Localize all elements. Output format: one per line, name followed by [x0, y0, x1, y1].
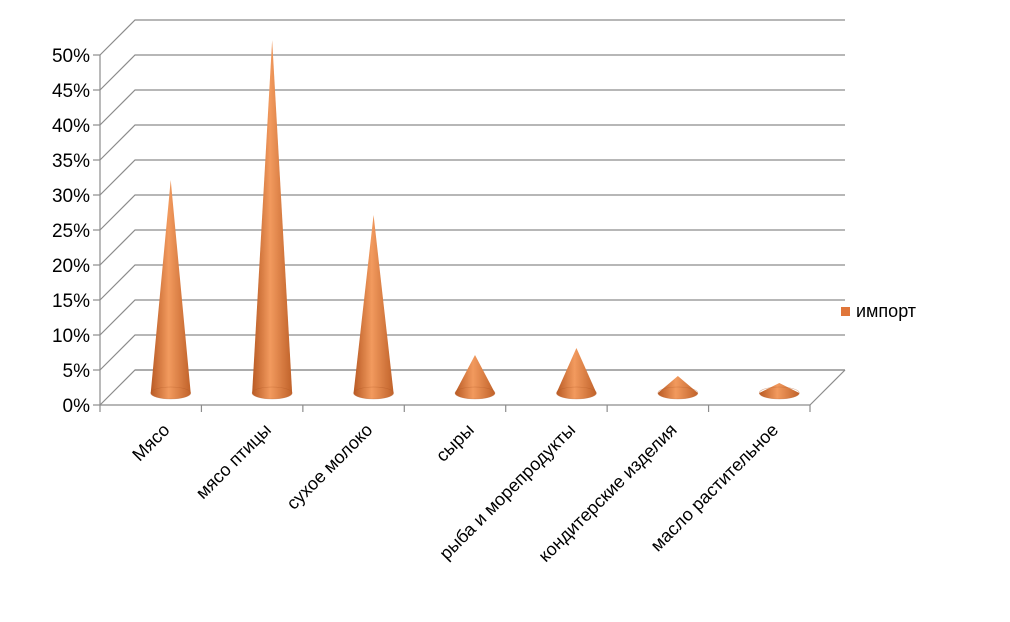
cone-3 [454, 355, 496, 400]
category-label: сухое молоко [283, 420, 377, 514]
cone-body [353, 215, 394, 399]
y-tick-label: 40% [52, 116, 90, 137]
gridline [99, 124, 845, 161]
cone-1 [251, 40, 293, 400]
gridline [99, 369, 845, 406]
y-tick-label: 30% [52, 186, 90, 207]
legend: импорт [841, 301, 916, 322]
gridline [99, 89, 845, 126]
cone-base [150, 386, 192, 400]
y-tick-label: 35% [52, 151, 90, 172]
y-tick-label: 5% [63, 361, 91, 382]
gridline [99, 264, 845, 301]
cone-base [758, 386, 800, 400]
cone-base [251, 386, 293, 400]
gridline [99, 54, 845, 91]
cone-base [657, 386, 699, 400]
legend-label: импорт [856, 301, 917, 321]
legend-swatch [841, 307, 850, 316]
y-tick-label: 15% [52, 291, 90, 312]
gridline [99, 194, 845, 231]
cone-5 [657, 376, 699, 400]
gridline [99, 19, 845, 56]
cone-2 [353, 215, 394, 400]
y-tick-label: 25% [52, 221, 90, 242]
y-tick-label: 0% [63, 396, 91, 417]
y-tick-label: 20% [52, 256, 90, 277]
gridlines [99, 19, 845, 406]
y-tick-label: 10% [52, 326, 90, 347]
y-tick-label: 50% [52, 46, 90, 67]
cone-base [454, 386, 496, 400]
cone-series [150, 40, 800, 400]
gridline [99, 299, 845, 336]
floor-right-edge [809, 369, 846, 406]
y-axis-ticks: 0% 5% 10% 15% 20% 25% 30% 35% 40% 45% 50% [52, 46, 811, 417]
gridline [99, 334, 845, 371]
gridline [99, 229, 845, 266]
cone-body [556, 348, 597, 399]
cone-base [353, 386, 394, 400]
cone-4 [556, 348, 597, 400]
cone-6 [758, 383, 800, 400]
cone-body [657, 376, 698, 399]
cone-base [556, 386, 597, 400]
cone-body [150, 180, 191, 399]
y-tick-label: 45% [52, 81, 90, 102]
cone-0 [150, 180, 192, 400]
category-label: сыры [432, 420, 478, 466]
category-label: Мясо [128, 420, 173, 465]
cone-body [252, 40, 293, 399]
cone-body [759, 383, 800, 399]
cone-body [455, 355, 495, 399]
category-label: мясо птицы [192, 420, 275, 503]
gridline [99, 159, 845, 196]
